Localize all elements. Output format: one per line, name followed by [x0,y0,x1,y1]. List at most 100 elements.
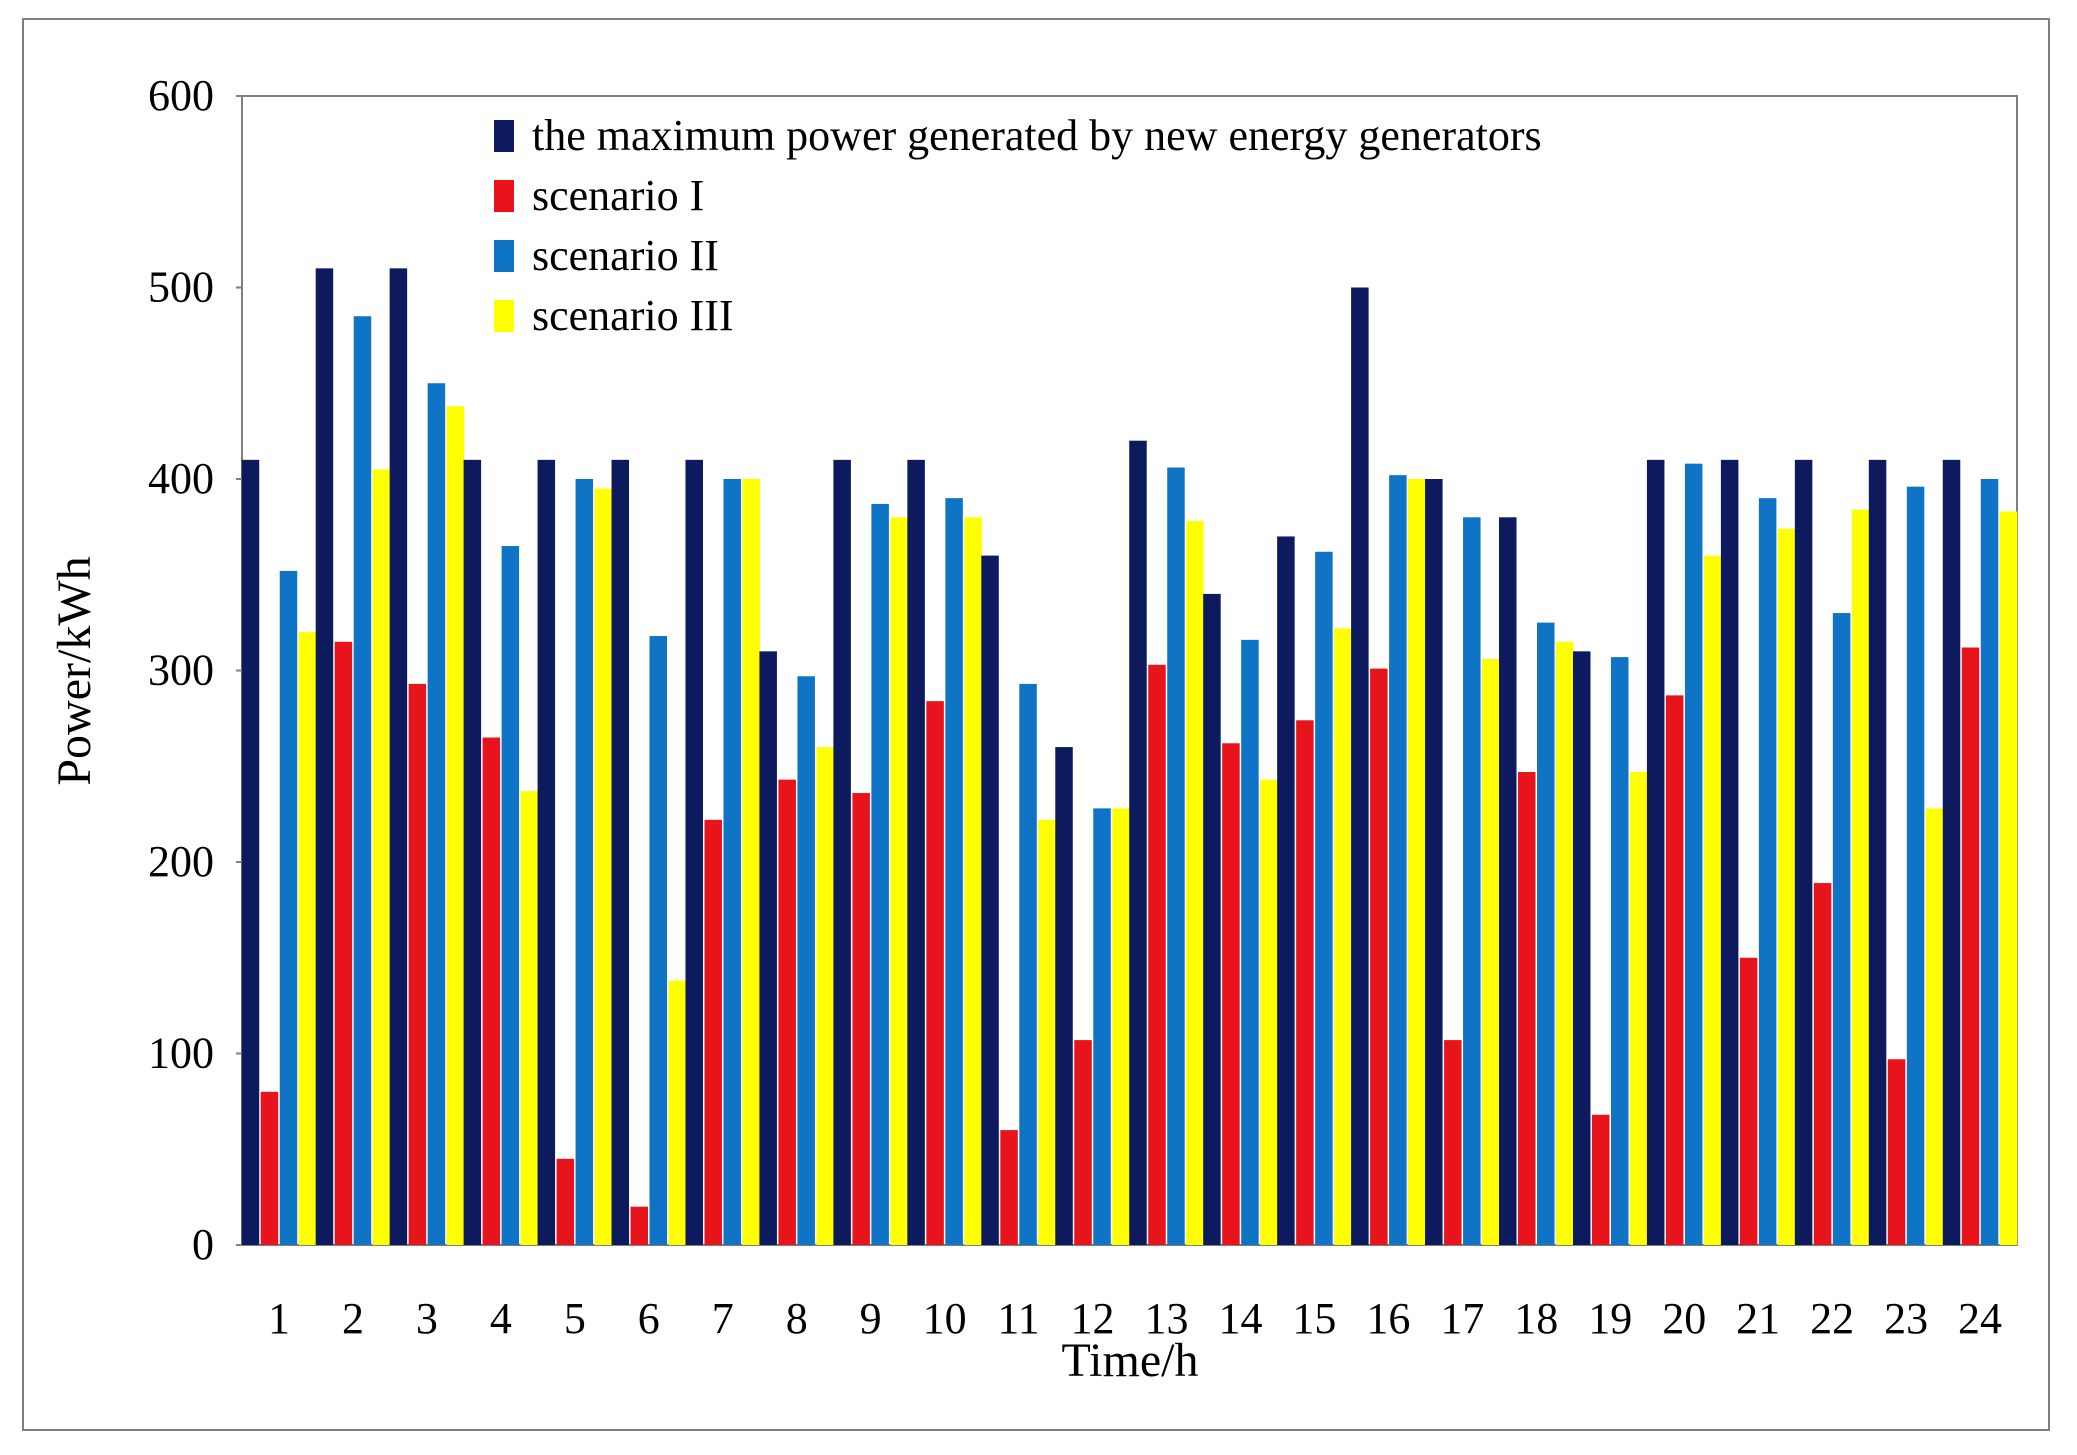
x-tick-label: 1 [268,1294,290,1343]
legend-swatch [494,300,514,332]
y-tick-label: 500 [148,263,214,312]
bar-3-7 [723,479,741,1245]
bar-4-21 [1777,528,1796,1245]
y-tick-label: 300 [148,646,214,695]
bar-4-24 [1999,511,2018,1245]
bar-3-8 [797,676,815,1245]
legend: the maximum power generated by new energ… [494,111,1542,340]
x-ticks: 1 2 3 4 5 6 7 8 9 10 11 12 13 14 15 16 17 18 19 20 21 22 23 24 [268,1294,2002,1343]
bar-1-7 [685,459,703,1246]
bar-4-9 [890,517,908,1245]
x-tick-label: 8 [786,1294,808,1343]
legend-swatch [494,180,514,212]
x-tick-label: 13 [1144,1294,1188,1343]
bar-1-8 [759,651,777,1245]
bar-1-22 [1794,459,1813,1246]
bar-1-16 [1351,287,1369,1245]
x-tick-label: 10 [923,1294,967,1343]
bar-4-7 [742,479,760,1245]
bar-2-10 [926,701,944,1245]
x-tick-label: 3 [416,1294,438,1343]
bar-3-15 [1315,551,1333,1245]
bar-4-6 [668,980,687,1245]
bar-1-17 [1425,479,1443,1245]
x-tick-label: 22 [1810,1294,1854,1343]
bar-3-18 [1537,622,1555,1245]
bar-4-11 [1038,819,1056,1245]
x-tick-label: 15 [1292,1294,1336,1343]
x-tick-label: 4 [490,1294,512,1343]
y-tick-label: 600 [148,71,214,120]
bar-4-18 [1556,641,1574,1245]
y-tick-label: 100 [148,1029,214,1078]
bar-2-7 [704,819,722,1245]
bar-1-1 [241,459,260,1246]
bar-1-4 [463,459,482,1246]
bar-4-12 [1112,808,1130,1245]
bar-1-18 [1499,517,1517,1245]
x-tick-label: 7 [712,1294,734,1343]
bar-1-2 [315,268,334,1246]
bar-4-2 [372,469,391,1245]
x-tick-label: 20 [1662,1294,1706,1343]
bar-4-3 [446,406,465,1246]
y-axis-title: Power/kWh [48,556,101,785]
bar-4-4 [520,791,539,1245]
bar-2-24 [1961,647,1980,1245]
y-tick-label: 0 [192,1220,214,1269]
bar-3-11 [1019,683,1037,1245]
x-tick-label: 6 [638,1294,660,1343]
bar-3-3 [427,383,446,1245]
bar-1-6 [611,459,630,1246]
bar-3-23 [1906,486,1925,1245]
x-tick-label: 16 [1366,1294,1410,1343]
bar-3-19 [1610,657,1629,1245]
bar-3-5 [575,479,594,1245]
legend-label: scenario I [532,171,704,220]
bar-4-17 [1482,659,1500,1245]
bar-4-23 [1925,808,1944,1245]
bar-1-11 [981,555,999,1245]
bar-4-16 [1408,479,1426,1245]
bar-4-15 [1334,628,1352,1245]
bar-4-1 [298,632,317,1245]
bar-3-13 [1167,467,1185,1245]
legend-swatch [494,120,514,152]
bar-1-5 [537,459,556,1246]
x-tick-label: 18 [1514,1294,1558,1343]
bar-4-20 [1703,555,1722,1245]
x-tick-label: 19 [1588,1294,1632,1343]
bar-2-14 [1222,743,1240,1245]
legend-label: scenario III [532,291,734,340]
x-tick-label: 12 [1071,1294,1115,1343]
bar-3-1 [279,570,298,1245]
bar-3-14 [1241,639,1259,1245]
bar-2-4 [482,737,501,1245]
bar-2-6 [630,1206,649,1245]
bar-3-12 [1093,808,1111,1245]
bar-1-20 [1646,459,1665,1246]
x-tick-label: 9 [860,1294,882,1343]
bar-2-13 [1148,664,1166,1245]
bar-2-1 [260,1091,279,1245]
bar-2-18 [1518,771,1536,1245]
bar-3-22 [1832,613,1851,1245]
bar-4-13 [1186,521,1204,1245]
bar-3-2 [353,316,372,1246]
bar-2-16 [1370,668,1388,1245]
bar-1-10 [907,459,925,1246]
bar-1-24 [1942,459,1961,1246]
x-tick-label: 24 [1958,1294,2002,1343]
bar-2-8 [778,779,796,1245]
bar-2-15 [1296,720,1314,1245]
chart-frame: 0 100 200 300 400 500 600 1 2 3 4 5 6 7 8 9 10 11 12 13 14 1… [22,18,2050,1431]
bar-2-5 [556,1158,575,1245]
bar-1-12 [1055,747,1073,1245]
bar-3-20 [1684,463,1703,1245]
bar-2-20 [1665,695,1684,1245]
bar-3-10 [945,498,963,1245]
y-tick-label: 200 [148,837,214,886]
bar-3-4 [501,546,520,1245]
bar-1-3 [389,268,408,1246]
